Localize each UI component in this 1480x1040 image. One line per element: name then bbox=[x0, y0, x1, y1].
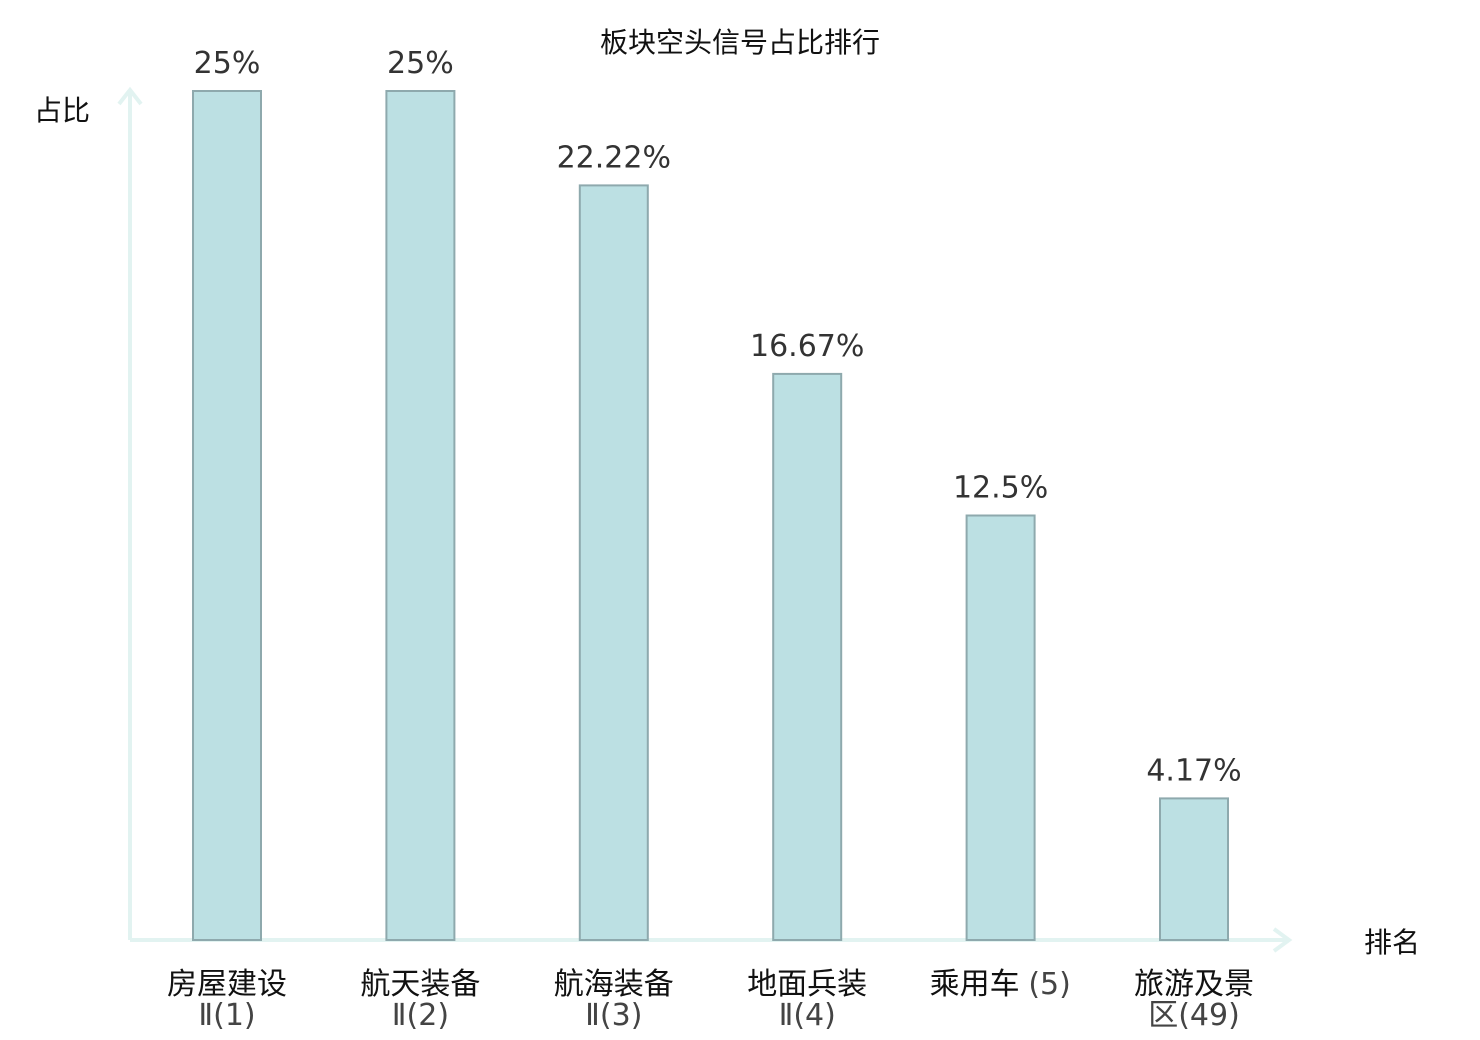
category-rank-3: Ⅱ(3) bbox=[585, 998, 642, 1033]
bar-5 bbox=[965, 514, 1036, 941]
x-axis-title: 排名 bbox=[1364, 926, 1420, 959]
category-name-4: 地面兵装 bbox=[747, 967, 867, 1002]
x-axis-arrow bbox=[1272, 927, 1293, 953]
bar-4 bbox=[772, 372, 843, 941]
value-label-2: 25% bbox=[387, 46, 454, 81]
bars bbox=[192, 90, 1229, 942]
category-rank-5: (5) bbox=[1028, 967, 1071, 1002]
category-name-1: 房屋建设 bbox=[167, 967, 287, 1002]
y-axis-title: 占比 bbox=[34, 94, 90, 127]
category-name-3: 航海装备 bbox=[554, 967, 674, 1002]
y-axis-arrow bbox=[117, 86, 143, 106]
axes bbox=[117, 86, 1293, 953]
bar-6 bbox=[1159, 797, 1229, 942]
category-name-5: 乘用车 bbox=[930, 967, 1020, 1002]
chart-title: 板块空头信号占比排行 bbox=[600, 26, 880, 59]
category-name-6: 旅游及景 bbox=[1134, 967, 1254, 1002]
value-label-6: 4.17% bbox=[1146, 753, 1241, 788]
value-label-3: 22.22% bbox=[557, 140, 671, 175]
bar-1 bbox=[192, 90, 262, 941]
value-label-1: 25% bbox=[194, 46, 261, 81]
category-name-2: 航天装备 bbox=[360, 967, 480, 1002]
bar-3 bbox=[578, 184, 649, 941]
value-label-4: 16.67% bbox=[750, 329, 864, 364]
bar-2 bbox=[385, 90, 456, 941]
category-rank-1: Ⅱ(1) bbox=[198, 998, 255, 1033]
category-rank-6: 区(49) bbox=[1148, 998, 1240, 1033]
value-label-5: 12.5% bbox=[953, 471, 1048, 506]
category-rank-2: Ⅱ(2) bbox=[392, 998, 449, 1033]
value-labels: 25% 25% 22.22% 16.67% 12.5% 4.17% bbox=[194, 46, 1242, 788]
category-rank-4: Ⅱ(4) bbox=[779, 998, 836, 1033]
